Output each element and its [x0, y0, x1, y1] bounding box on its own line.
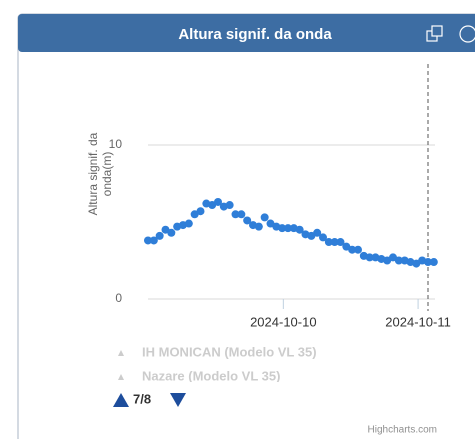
x-tick-label: 2024-10-11 [385, 314, 451, 329]
point [243, 216, 252, 225]
point [196, 207, 205, 216]
point [319, 233, 327, 242]
point [231, 210, 240, 219]
point [144, 236, 152, 245]
popout-icon[interactable] [426, 25, 443, 42]
point [214, 197, 222, 206]
x-tick-label: 2024-10-10 [250, 314, 317, 329]
point [394, 256, 403, 265]
point [237, 210, 246, 219]
point [348, 245, 357, 254]
chart-title: Altura signif. da onda [178, 26, 332, 43]
legend-page-up [113, 393, 129, 407]
point [295, 225, 304, 234]
point [330, 238, 339, 247]
point [260, 213, 269, 222]
point [225, 201, 234, 210]
legend-page: 7/8 [133, 391, 151, 406]
legend-item: IH MONICAN (Modelo VL 35) [142, 344, 317, 359]
point [278, 224, 287, 233]
legend-page-down [170, 393, 186, 407]
legend: IH MONICAN (Modelo VL 35) Nazare (Modelo … [118, 344, 317, 383]
y-tick-label: 0 [115, 291, 122, 305]
point [254, 222, 263, 231]
point [149, 236, 158, 245]
panel-header [18, 14, 475, 52]
point [336, 238, 345, 247]
legend-symbol [118, 350, 124, 356]
point [365, 253, 374, 262]
point [313, 228, 322, 237]
point [167, 228, 176, 237]
point [155, 231, 164, 240]
point [354, 245, 362, 254]
y-tick-label: 10 [109, 137, 123, 151]
credits: Highcharts.com [368, 425, 437, 436]
point [284, 224, 292, 233]
legend-item: Nazare (Modelo VL 35) [142, 368, 280, 383]
y-axis-label: Altura signif. da onda(m) [86, 132, 114, 216]
point [429, 258, 438, 267]
point [424, 258, 432, 267]
point [184, 219, 193, 228]
close-icon[interactable] [459, 25, 475, 43]
point [324, 238, 333, 247]
legend-symbol [118, 374, 124, 380]
